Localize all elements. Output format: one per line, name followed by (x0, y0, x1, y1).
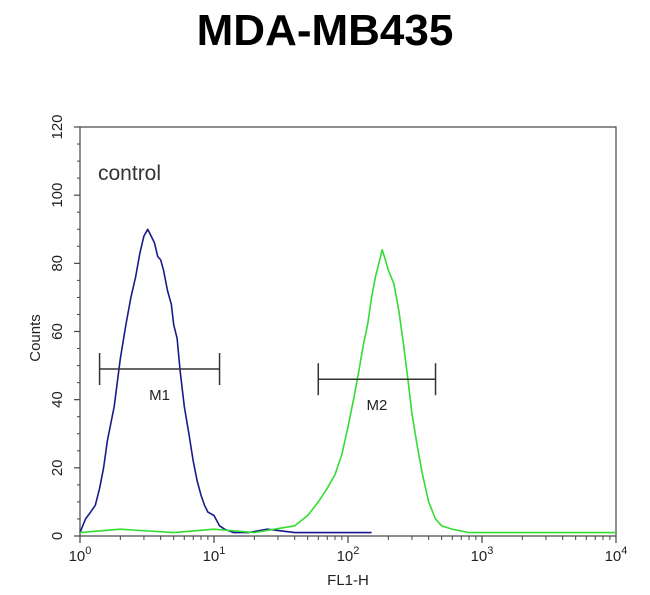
x-axis-label: FL1-H (327, 572, 369, 589)
y-tick-label: 80 (49, 255, 66, 272)
marker-label-m2: M2 (366, 397, 387, 414)
series-layer (79, 228, 616, 534)
marker-label-m1: M1 (149, 387, 170, 404)
y-axis-ticks: 0 20 40 60 80 100 120 (49, 114, 80, 540)
x-tick-label: 101 (203, 545, 226, 565)
y-tick-label: 40 (49, 391, 66, 408)
y-tick-label: 60 (49, 323, 66, 340)
plot-frame (79, 126, 617, 537)
y-tick-label: 0 (49, 532, 66, 540)
x-tick-label: 103 (471, 545, 494, 565)
x-tick-label: 102 (337, 545, 360, 565)
y-tick-label: 20 (49, 459, 66, 476)
chart-title: MDA-MB435 (196, 6, 454, 55)
y-axis-label: Counts (27, 314, 44, 362)
y-tick-label: 100 (49, 183, 66, 208)
marker-layer: M1 M2 (98, 352, 437, 414)
histogram-series-2 (79, 248, 616, 534)
control-annotation: control (98, 162, 161, 185)
x-axis-ticks: 100 101 102 103 104 (69, 536, 628, 565)
y-tick-label: 120 (49, 114, 66, 139)
x-tick-label: 104 (605, 545, 628, 565)
x-tick-label: 100 (69, 545, 92, 565)
